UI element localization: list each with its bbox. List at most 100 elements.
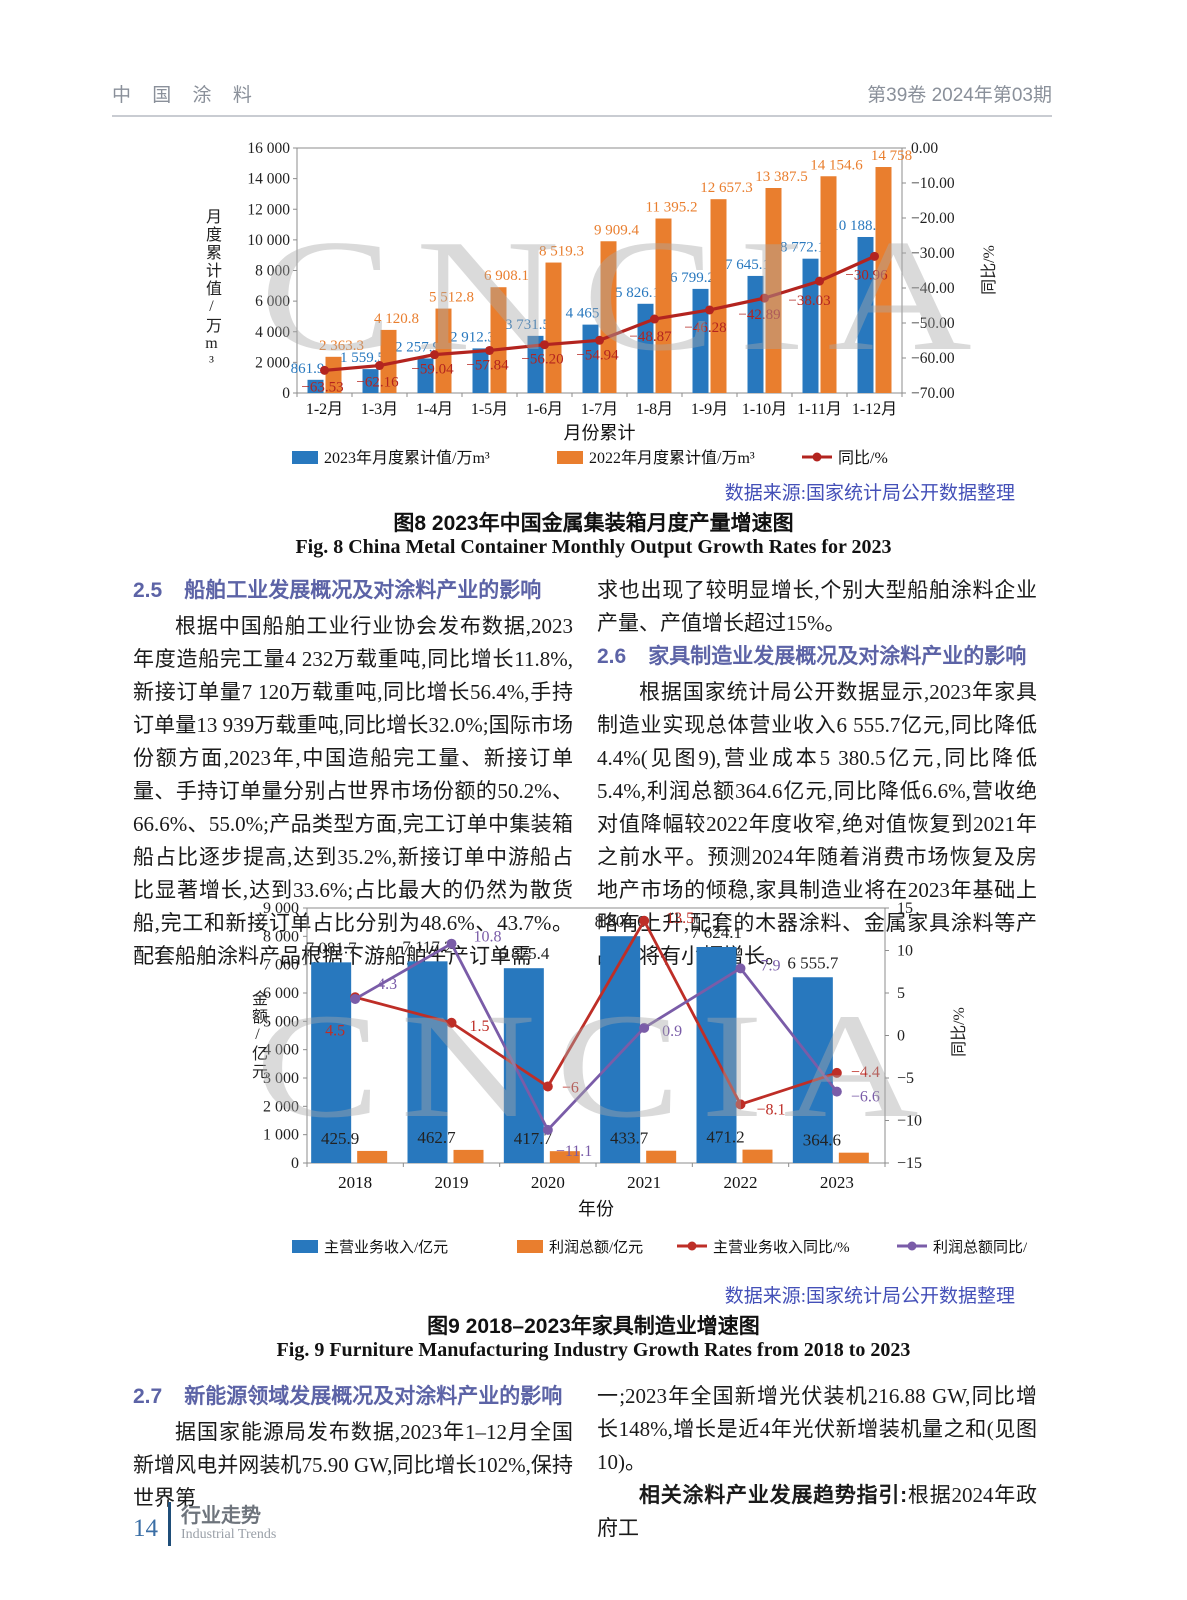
svg-text:4 000: 4 000 [255, 324, 290, 341]
svg-text:2022年月度累计值/万m³: 2022年月度累计值/万m³ [589, 449, 755, 467]
section-2-5-number: 2.5 [133, 579, 163, 602]
footer-section-en: Industrial Trends [181, 1527, 277, 1542]
svg-text:5: 5 [897, 985, 905, 1002]
svg-text:6 555.7: 6 555.7 [787, 953, 839, 972]
svg-text:10.8: 10.8 [474, 929, 502, 946]
svg-text:6 000: 6 000 [263, 985, 299, 1002]
svg-text:2 257.9: 2 257.9 [395, 339, 440, 355]
svg-text:主营业务收入/亿元: 主营业务收入/亿元 [324, 1239, 448, 1256]
svg-text:−63.53: −63.53 [301, 379, 343, 395]
svg-text:1-10月: 1-10月 [742, 401, 787, 418]
svg-text:8 004.6: 8 004.6 [595, 912, 646, 931]
bar [362, 369, 379, 393]
svg-text:16 000: 16 000 [247, 140, 290, 157]
figure8-chart: 0 2 000 4 000 6 000 8 000 10 000 12 000 14 000 1… [197, 133, 1027, 478]
section-2-5-title: 船舶工业发展概况及对涂料产业的影响 [184, 579, 542, 602]
svg-text:9 000: 9 000 [263, 900, 299, 917]
svg-text:433.7: 433.7 [610, 1129, 649, 1148]
svg-text:14 758: 14 758 [871, 148, 912, 164]
svg-text:−40.00: −40.00 [911, 280, 955, 297]
bar [838, 1152, 869, 1163]
svg-text:−5: −5 [897, 1070, 914, 1087]
svg-text:−57.84: −57.84 [466, 357, 509, 373]
svg-text:2018: 2018 [338, 1173, 372, 1192]
svg-text:10 188.7: 10 188.7 [831, 218, 884, 234]
bar [600, 241, 617, 393]
section-2-5-continuation: 求也出现了较明显增长,个别大型船舶涂料企业产量、产值增长超过15%。 [597, 578, 1037, 635]
bar [792, 977, 833, 1163]
svg-text:−48.87: −48.87 [629, 329, 672, 345]
svg-text:−8.1: −8.1 [757, 1101, 786, 1118]
bar [325, 356, 342, 393]
svg-text:月份累计: 月份累计 [564, 423, 636, 443]
svg-text:1-12月: 1-12月 [852, 401, 897, 418]
svg-text:0.9: 0.9 [662, 1023, 682, 1040]
figure9-left-axis-title: 金额/亿元 [249, 990, 266, 1081]
bar [527, 335, 544, 393]
svg-text:4 465: 4 465 [566, 306, 600, 322]
svg-text:−50.00: −50.00 [911, 315, 955, 332]
figure8-caption-en: Fig. 8 China Metal Container Monthly Out… [295, 536, 892, 558]
svg-text:利润总额同比/%: 利润总额同比/% [933, 1239, 1027, 1256]
figure8-caption-cn: 图8 2023年中国金属集装箱月度产量增速图 [393, 512, 794, 535]
section-2-7-paragraph: 据国家能源局发布数据,2023年1–12月全国新增风电并网装机75.90 GW,… [133, 1420, 573, 1510]
svg-text:471.2: 471.2 [706, 1128, 744, 1147]
svg-text:1-6月: 1-6月 [526, 401, 563, 418]
svg-text:0: 0 [897, 1028, 905, 1045]
svg-text:10: 10 [897, 943, 913, 960]
svg-text:1-3月: 1-3月 [361, 401, 398, 418]
svg-text:11 395.2: 11 395.2 [646, 200, 698, 216]
svg-text:−11.1: −11.1 [556, 1143, 592, 1160]
page-footer: 14 行业走势 Industrial Trends [133, 1502, 276, 1546]
section-2-6-paragraph: 根据国家统计局公开数据显示,2023年家具制造业实现总体营业收入6 555.7亿… [597, 680, 1037, 968]
svg-text:6 000: 6 000 [255, 293, 290, 310]
bar [820, 176, 837, 393]
svg-text:10 000: 10 000 [247, 232, 290, 249]
svg-text:3 000: 3 000 [263, 1070, 299, 1087]
section-2-5-heading: 2.5 船舶工业发展概况及对涂料产业的影响 [133, 574, 573, 608]
svg-text:462.7: 462.7 [417, 1128, 456, 1147]
svg-text:861.9: 861.9 [291, 361, 325, 377]
svg-text:6 799.2: 6 799.2 [670, 270, 715, 286]
svg-text:−56.20: −56.20 [521, 352, 563, 368]
svg-text:−10.00: −10.00 [911, 175, 955, 192]
lead-bold: 相关涂料产业发展趋势指引: [639, 1484, 908, 1507]
svg-text:13 387.5: 13 387.5 [755, 169, 808, 185]
svg-text:1-2月: 1-2月 [306, 401, 343, 418]
svg-text:6 908.1: 6 908.1 [484, 268, 529, 284]
svg-text:1-4月: 1-4月 [416, 401, 453, 418]
bar [875, 167, 892, 393]
journal-name: 中 国 涂 料 [112, 85, 260, 106]
section-2-7-continuation: 一;2023年全国新增光伏装机216.88 GW,同比增长148%,增长是近4年… [597, 1384, 1037, 1474]
svg-text:15: 15 [897, 900, 913, 917]
figure8-svg: 0 2 000 4 000 6 000 8 000 10 000 12 000 14 000 1… [247, 140, 955, 467]
bar [646, 1150, 677, 1163]
svg-text:1 000: 1 000 [263, 1127, 299, 1144]
svg-text:−30.00: −30.00 [911, 245, 955, 262]
svg-text:−59.04: −59.04 [411, 362, 454, 378]
section-2-7-lead: 相关涂料产业发展趋势指引:根据2024年政府工 [597, 1479, 1037, 1545]
svg-text:0: 0 [291, 1155, 299, 1172]
line [354, 917, 838, 1107]
bar [655, 218, 672, 393]
svg-text:−4.4: −4.4 [851, 1064, 880, 1081]
svg-text:−42.89: −42.89 [738, 307, 780, 323]
text-column-right-2: 一;2023年全国新增光伏装机216.88 GW,同比增长148%,增长是近4年… [597, 1380, 1037, 1545]
svg-text:8 000: 8 000 [255, 263, 290, 280]
svg-text:2 000: 2 000 [255, 354, 290, 371]
svg-text:−6: −6 [562, 1080, 579, 1097]
bar [380, 329, 397, 393]
bar [417, 358, 434, 393]
svg-text:6 875.4: 6 875.4 [498, 944, 550, 963]
svg-text:2023: 2023 [820, 1173, 854, 1192]
svg-text:2 000: 2 000 [263, 1098, 299, 1115]
svg-text:5 000: 5 000 [263, 1013, 299, 1030]
text-column-left-2: 2.7 新能源领域发展概况及对涂料产业的影响 据国家能源局发布数据,2023年1–… [133, 1380, 573, 1515]
bar [765, 188, 782, 393]
svg-text:2022: 2022 [724, 1173, 758, 1192]
svg-text:主营业务收入同比/%: 主营业务收入同比/% [713, 1239, 850, 1256]
figure9-caption-en: Fig. 9 Furniture Manufacturing Industry … [276, 1339, 911, 1361]
figure9-right-axis-title: 同比/% [951, 1007, 968, 1057]
svg-text:7 624.1: 7 624.1 [691, 923, 742, 942]
lead-rest: 根据2024年政府工 [597, 1483, 1037, 1540]
